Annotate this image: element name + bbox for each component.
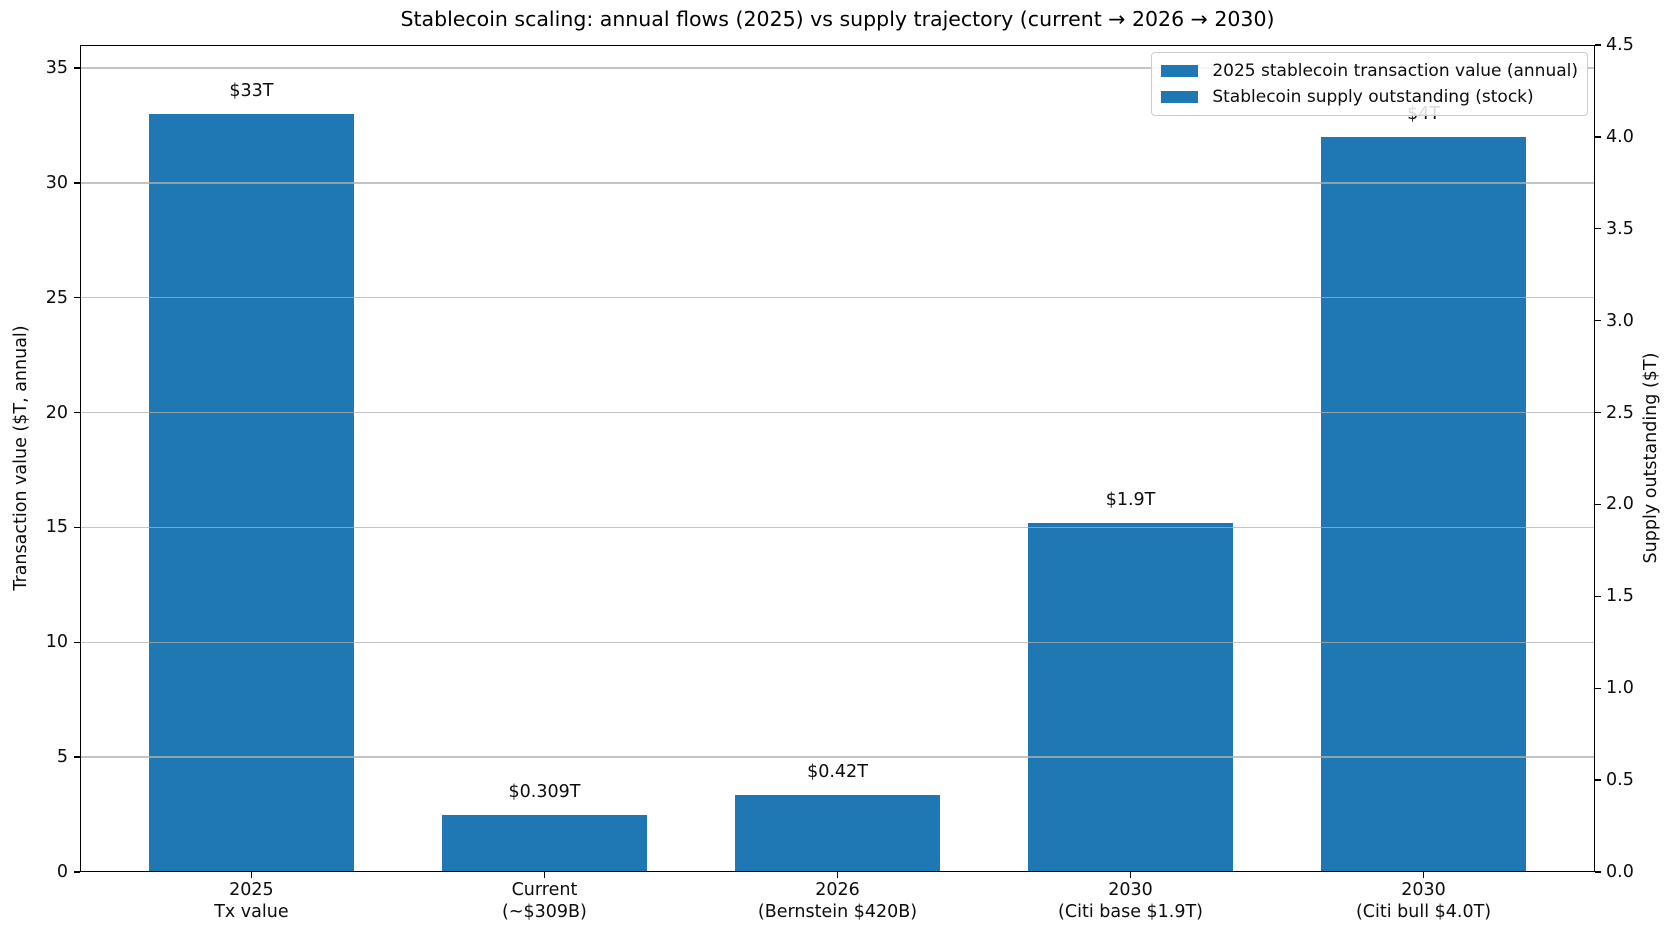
x-axis-tick-label: 2030 (Citi base $1.9T) — [981, 880, 1281, 923]
legend-entry-label: 2025 stablecoin transaction value (annua… — [1212, 61, 1578, 81]
bar — [734, 794, 941, 872]
bar-value-label: $0.42T — [807, 761, 868, 782]
right-axis-tick — [1595, 687, 1601, 689]
left-axis-tick-label: 20 — [45, 402, 68, 423]
x-axis-tick — [250, 872, 253, 878]
x-axis-tick-label-line: (Citi base $1.9T) — [1058, 901, 1204, 922]
bar-value-label: $1.9T — [1105, 489, 1156, 510]
bar — [441, 815, 648, 872]
left-axis-tick-label: 30 — [45, 172, 68, 193]
bar-value-label: $0.309T — [508, 782, 581, 803]
x-axis-tick — [1422, 872, 1425, 878]
right-axis-tick-label: 0.0 — [1606, 862, 1634, 882]
right-axis-tick-label: 3.5 — [1606, 218, 1634, 239]
right-axis-tick — [1595, 44, 1601, 46]
left-axis-tick-label: 15 — [45, 517, 68, 538]
right-axis-tick-label: 1.5 — [1606, 586, 1634, 607]
legend-swatch-icon — [1161, 91, 1199, 103]
x-axis-tick — [1129, 872, 1132, 878]
right-axis-tick — [1595, 503, 1601, 506]
left-axis-tick-label: 25 — [45, 287, 68, 308]
left-axis-tick-label: 5 — [56, 747, 68, 768]
left-axis-tick — [74, 641, 80, 643]
right-axis-tick-label: 2.0 — [1606, 494, 1634, 515]
right-axis-tick — [1595, 228, 1601, 230]
legend-entry: 2025 stablecoin transaction value (annua… — [1161, 58, 1578, 84]
left-axis-tick — [74, 756, 80, 758]
right-axis-tick-label: 0.5 — [1606, 770, 1634, 791]
left-axis-tick — [74, 296, 80, 299]
grid-line — [80, 641, 1595, 643]
right-axis-tick-label: 1.0 — [1606, 678, 1634, 699]
x-axis-tick-label-line: 2030 — [1401, 880, 1446, 900]
left-axis-tick — [74, 182, 80, 184]
x-axis-tick-label-line: (Citi bull $4.0T) — [1355, 901, 1492, 922]
right-axis-tick-label: 4.5 — [1606, 35, 1634, 55]
left-axis-tick-label: 10 — [45, 632, 68, 653]
x-axis-tick-label-line: (Bernstein $420B) — [757, 901, 918, 922]
left-axis-tick — [74, 67, 80, 69]
legend-entry-label: Stablecoin supply outstanding (stock) — [1212, 87, 1534, 107]
x-axis-tick-label: 2030 (Citi bull $4.0T) — [1274, 880, 1574, 923]
left-y-axis-label: Transaction value ($T, annual) — [11, 325, 31, 591]
right-y-axis-label: Supply outstanding ($T) — [1641, 352, 1661, 564]
right-axis-tick — [1595, 779, 1601, 781]
left-axis-tick — [74, 526, 80, 529]
x-axis-tick — [543, 872, 546, 878]
right-axis-tick-label: 3.0 — [1606, 310, 1634, 331]
bar — [1027, 522, 1234, 872]
bar — [148, 113, 354, 872]
legend-swatch-icon — [1161, 65, 1199, 77]
x-axis-tick-label: 2026 (Bernstein $420B) — [688, 880, 988, 923]
right-axis-tick — [1595, 136, 1601, 138]
x-axis-tick — [836, 872, 839, 878]
right-axis-tick-label: 2.5 — [1606, 402, 1634, 423]
left-axis-tick-label: 0 — [56, 862, 68, 882]
right-axis-tick-label: 4.0 — [1606, 126, 1634, 147]
legend: 2025 stablecoin transaction value (annua… — [1151, 52, 1588, 116]
chart-title: Stablecoin scaling: annual flows (2025) … — [400, 7, 1275, 31]
legend-entry: Stablecoin supply outstanding (stock) — [1161, 84, 1578, 110]
grid-line — [80, 526, 1595, 529]
x-axis-tick-label-line: 2025 — [229, 880, 274, 900]
x-axis-tick-label: Current (~$309B) — [394, 880, 694, 923]
grid-line — [80, 67, 1595, 69]
grid-line — [80, 296, 1595, 299]
bar — [1321, 136, 1527, 872]
x-axis-tick-label-line: 2030 — [1108, 880, 1153, 900]
right-axis-tick — [1595, 871, 1601, 873]
x-axis-tick-label-line: 2026 — [815, 880, 860, 900]
x-axis-tick-label-line: (~$309B) — [502, 901, 587, 922]
right-axis-tick — [1595, 595, 1601, 598]
left-axis-tick — [74, 871, 80, 873]
x-axis-tick-label-line: Tx value — [214, 901, 289, 922]
x-axis-tick-label: 2025 Tx value — [101, 880, 401, 923]
grid-line — [80, 756, 1595, 758]
x-axis-tick-label-line: Current — [511, 880, 578, 900]
grid-line — [80, 182, 1595, 184]
grid-line — [80, 411, 1595, 414]
right-axis-tick — [1595, 411, 1601, 414]
bar-value-label: $33T — [229, 80, 274, 101]
left-axis-tick-label: 35 — [45, 57, 68, 78]
right-axis-tick — [1595, 319, 1601, 322]
left-axis-tick — [74, 411, 80, 414]
